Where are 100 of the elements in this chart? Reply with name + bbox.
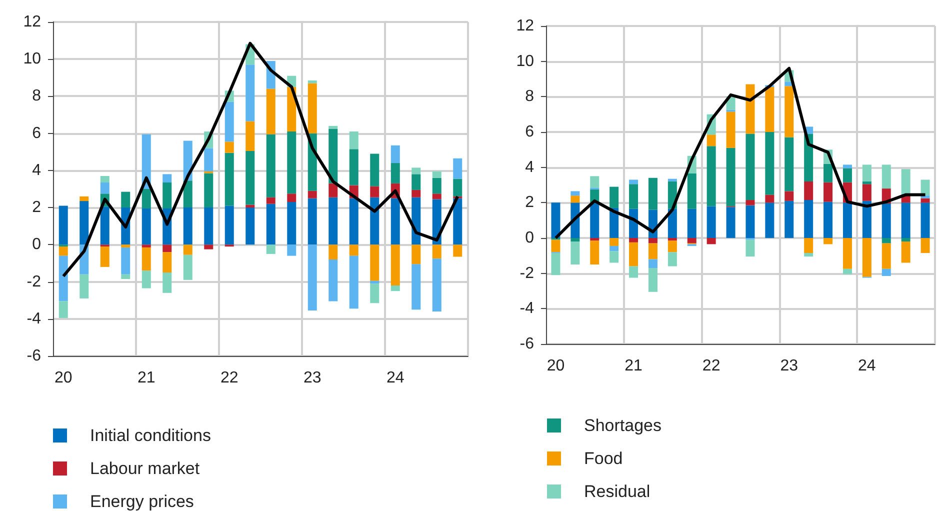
bar xyxy=(862,238,872,277)
bar xyxy=(308,83,317,134)
legend-label: Labour market xyxy=(90,459,200,478)
legend-label: Initial conditions xyxy=(90,426,211,445)
bar xyxy=(668,208,677,238)
bar xyxy=(287,131,296,194)
bar xyxy=(687,238,696,244)
bar xyxy=(370,154,380,186)
x-tick-label: 22 xyxy=(220,370,238,386)
bar xyxy=(570,191,580,196)
bar xyxy=(882,238,891,244)
bar xyxy=(746,200,755,206)
bar xyxy=(308,198,317,245)
y-tick-label: 12 xyxy=(23,14,42,30)
bar xyxy=(882,204,891,238)
bar xyxy=(142,247,151,271)
bar xyxy=(224,206,234,245)
bar xyxy=(349,149,358,186)
bar xyxy=(726,148,736,206)
bar xyxy=(706,206,716,238)
bar xyxy=(204,208,214,245)
bar xyxy=(746,84,755,134)
bar xyxy=(901,238,910,242)
y-tick-label: 4 xyxy=(32,162,42,179)
bar xyxy=(246,150,255,205)
bar xyxy=(308,244,317,311)
bar xyxy=(610,238,619,246)
bar xyxy=(746,205,755,238)
bar xyxy=(746,240,755,257)
bar xyxy=(432,194,442,200)
bar xyxy=(570,196,580,203)
bar xyxy=(668,238,677,241)
bar xyxy=(266,204,276,245)
x-tick-label: 21 xyxy=(137,370,156,386)
bar xyxy=(706,146,716,206)
bar xyxy=(183,254,192,280)
bar xyxy=(390,163,400,184)
y-tick-label: -2 xyxy=(520,264,534,282)
bar xyxy=(162,272,172,293)
bar xyxy=(100,182,110,194)
bar xyxy=(882,164,891,189)
bar xyxy=(453,198,462,245)
bar xyxy=(432,178,442,194)
bar xyxy=(804,253,814,257)
bar xyxy=(370,280,380,284)
bar xyxy=(590,238,600,241)
bar xyxy=(920,238,930,254)
y-tick-label: 2 xyxy=(32,199,42,216)
bar xyxy=(842,202,852,238)
bar xyxy=(328,197,338,245)
bar xyxy=(370,284,380,304)
bar xyxy=(349,256,358,309)
y-tick-label: -6 xyxy=(520,336,534,352)
bar xyxy=(370,197,380,245)
bar xyxy=(412,264,421,310)
bar xyxy=(266,197,276,204)
bar xyxy=(824,164,833,182)
bar xyxy=(590,176,600,188)
y-tick-label: -6 xyxy=(26,348,42,364)
bar xyxy=(610,251,619,263)
bar xyxy=(551,253,560,276)
y-tick-label: 10 xyxy=(23,50,42,68)
bar xyxy=(390,145,400,164)
line-series xyxy=(62,42,460,278)
bar xyxy=(370,244,380,281)
bar xyxy=(246,208,255,245)
bar xyxy=(328,183,338,198)
bar xyxy=(80,274,89,298)
bar xyxy=(58,256,68,302)
bar xyxy=(100,176,110,183)
bar xyxy=(824,182,833,202)
bar xyxy=(726,207,736,238)
y-tick-label: -4 xyxy=(520,300,534,318)
bar xyxy=(349,198,358,245)
bar xyxy=(804,238,814,254)
x-tick-label: 23 xyxy=(780,358,798,374)
y-tick-label: 12 xyxy=(516,18,534,34)
bar xyxy=(204,244,214,250)
bar xyxy=(648,268,658,292)
bar xyxy=(882,268,891,276)
y-tick-label: 0 xyxy=(525,230,534,246)
y-tick-label: 10 xyxy=(516,52,534,70)
bar xyxy=(100,206,110,245)
bar xyxy=(590,240,600,264)
bar xyxy=(142,270,151,288)
bar xyxy=(784,191,794,201)
bar xyxy=(390,198,400,245)
bar xyxy=(204,173,214,208)
bar xyxy=(842,168,852,182)
bar xyxy=(432,258,442,312)
x-tick-label: 21 xyxy=(624,358,643,374)
bar xyxy=(142,189,151,208)
bar xyxy=(287,202,296,245)
bar xyxy=(287,244,296,256)
bar xyxy=(920,196,930,198)
bar xyxy=(162,174,172,183)
bar xyxy=(453,244,462,257)
bar xyxy=(390,285,400,292)
bar xyxy=(784,137,794,192)
bar xyxy=(590,204,600,238)
